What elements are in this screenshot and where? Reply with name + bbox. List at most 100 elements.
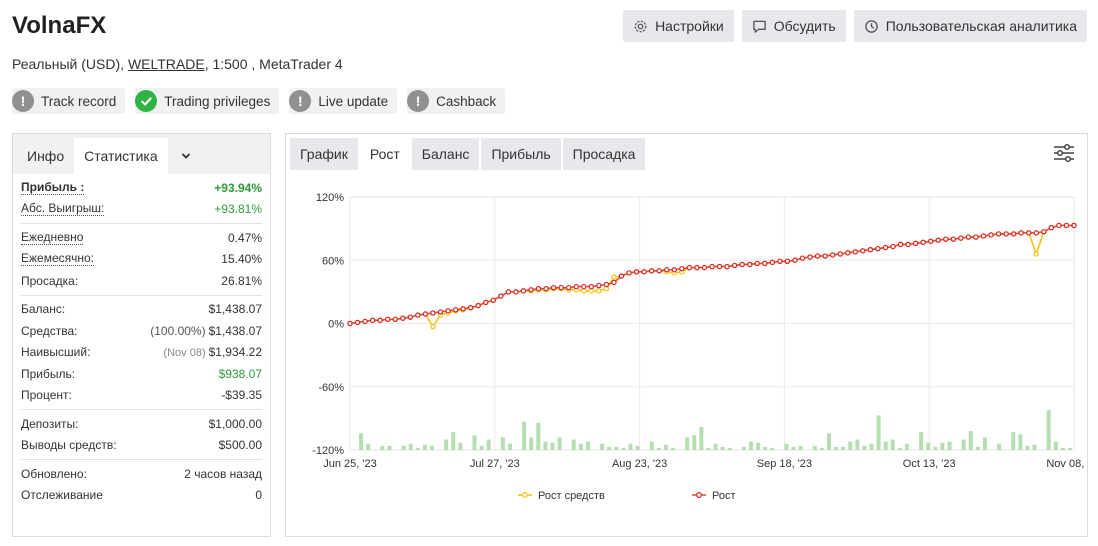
data-point-growth <box>1033 230 1039 236</box>
tab-chart[interactable]: График <box>290 138 358 170</box>
stat-row-deposits: Депозиты: $1,000.00 <box>21 413 262 435</box>
tab-statistics[interactable]: Статистика <box>74 138 168 174</box>
gear-icon <box>634 20 647 32</box>
stat-label: Наивысший: <box>21 345 91 360</box>
data-point-growth <box>958 235 964 241</box>
data-point-growth <box>973 234 979 240</box>
badge-track-record[interactable]: ! Track record <box>12 88 126 114</box>
volume-bar <box>621 447 626 450</box>
data-point-growth <box>520 288 527 294</box>
data-point-growth <box>935 237 941 243</box>
volume-bar <box>550 442 555 450</box>
stat-sub: (100.00%) <box>150 323 206 338</box>
stats-group-funds: Депозиты: $1,000.00 Выводы средств: $500.0… <box>21 410 262 460</box>
badge-trading-privileges[interactable]: Trading privileges <box>135 88 280 114</box>
data-point-growth <box>1041 229 1047 235</box>
data-point-growth <box>452 307 459 313</box>
stat-value-group: (100.00%) $1,438.07 <box>150 324 262 338</box>
chart-options-button[interactable] <box>1053 143 1075 168</box>
data-point-growth <box>897 241 904 248</box>
data-point-growth <box>611 279 617 286</box>
discuss-button[interactable]: Обсудить <box>741 10 846 42</box>
data-point-growth <box>905 241 911 248</box>
tab-profit[interactable]: Прибыль <box>481 138 561 170</box>
stat-sub: (Nov 08) <box>163 347 206 360</box>
stat-row-daily: Ежедневно 0.47% <box>21 227 262 249</box>
stat-row-withdrawals: Выводы средств: $500.00 <box>21 435 262 457</box>
data-point-growth <box>1018 230 1024 236</box>
stats-panel: Инфо Статистика Прибыль : +93.94% Абс. Вы… <box>12 133 271 537</box>
tab-drawdown[interactable]: Просадка <box>562 138 646 170</box>
data-point-growth <box>1048 224 1055 231</box>
volume-bar <box>692 435 697 450</box>
stat-label[interactable]: Ежедневно <box>21 229 84 245</box>
volume-bar <box>578 443 583 450</box>
stat-row-updated: Обновлено: 2 часов назад <box>21 463 262 485</box>
data-point-equity <box>581 288 587 294</box>
custom-analytics-label: Пользовательская аналитика <box>885 18 1077 34</box>
data-point-growth <box>875 245 881 252</box>
data-point-growth <box>626 270 632 276</box>
data-point-growth <box>354 319 361 326</box>
stat-label[interactable]: Абс. Выигрыш: <box>21 201 105 217</box>
x-tick-label: Jul 27, '23 <box>470 458 520 470</box>
chevron-down-icon <box>181 153 190 159</box>
custom-analytics-button[interactable]: Пользовательская аналитика <box>853 10 1087 42</box>
legend-marker <box>522 492 529 499</box>
data-point-growth <box>633 269 640 275</box>
data-point-growth <box>347 320 353 327</box>
volume-bar <box>1060 447 1065 450</box>
data-point-growth <box>792 257 798 263</box>
data-point-growth <box>505 289 512 295</box>
y-tick-label: 60% <box>322 255 344 267</box>
volume-bar <box>486 439 491 450</box>
volume-bar <box>451 432 456 450</box>
data-point-growth <box>807 254 813 260</box>
volume-bar <box>458 442 463 450</box>
volume-bar <box>422 444 427 450</box>
settings-button[interactable]: Настройки <box>623 10 734 42</box>
volume-bar <box>841 446 846 450</box>
tab-balance[interactable]: Баланс <box>411 138 480 170</box>
stat-value: $1,000.00 <box>208 416 262 431</box>
data-point-growth <box>437 309 444 315</box>
tabs-dropdown[interactable] <box>168 138 204 174</box>
data-point-equity <box>596 288 602 294</box>
stat-label[interactable]: Ежемесячно: <box>21 251 95 267</box>
volume-bar <box>401 445 406 450</box>
data-point-growth <box>799 255 806 261</box>
stat-label[interactable]: Прибыль : <box>21 179 85 195</box>
volume-bar <box>522 421 527 450</box>
stats-group-meta: Обновлено: 2 часов назад Отслеживание 0 <box>21 460 262 509</box>
data-point-growth <box>550 284 557 291</box>
tab-info[interactable]: Инфо <box>27 148 65 164</box>
stat-label: Средства: <box>21 323 78 338</box>
stat-label: Выводы средств: <box>21 438 117 453</box>
volume-bar <box>933 446 938 450</box>
data-point-equity <box>588 288 595 294</box>
page-title: VolnaFX <box>12 12 107 39</box>
broker-link[interactable]: WELTRADE <box>127 56 205 72</box>
stats-tabs: Инфо Статистика <box>13 134 270 174</box>
account-info: Реальный (USD), WELTRADE, 1:500 , MetaTr… <box>12 56 343 72</box>
stat-value: $1,438.07 <box>208 323 262 338</box>
volume-bar <box>848 441 853 450</box>
stat-row-monthly: Ежемесячно: 15.40% <box>21 249 262 271</box>
badge-label: Track record <box>41 93 117 109</box>
tab-growth[interactable]: Рост <box>359 138 410 170</box>
volume-bar <box>380 445 385 450</box>
volume-bar <box>699 426 704 450</box>
data-point-growth <box>890 243 896 250</box>
volume-bar <box>366 443 371 450</box>
stat-label: Баланс: <box>21 302 66 317</box>
stats-group-gain: Прибыль : +93.94% Абс. Выигрыш: +93.81% <box>21 174 262 224</box>
volume-bar <box>834 446 839 450</box>
badge-live-update[interactable]: ! Live update <box>289 88 398 114</box>
badge-cashback[interactable]: ! Cashback <box>407 88 506 114</box>
data-point-growth <box>731 262 738 269</box>
volume-bar <box>748 441 753 450</box>
stat-label: Отслеживание <box>21 488 103 503</box>
data-point-growth <box>1026 230 1032 236</box>
header-actions: Настройки Обсудить Пользовательская анал… <box>623 10 1087 42</box>
stat-value: 15.40% <box>221 252 262 267</box>
